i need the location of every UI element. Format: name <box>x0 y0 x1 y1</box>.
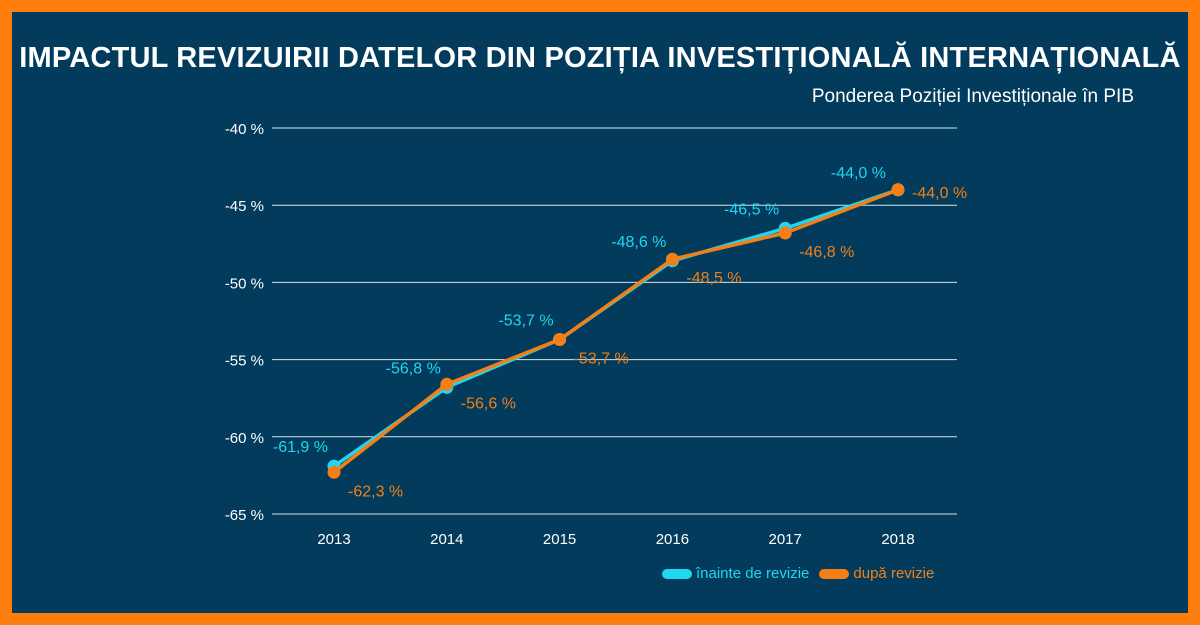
data-label-after: -48,5 % <box>686 270 741 287</box>
y-tick-label: -45 % <box>225 198 264 215</box>
legend-swatch-before <box>662 568 692 579</box>
data-label-after: -44,0 % <box>912 185 967 202</box>
y-tick-label: -40 % <box>225 121 264 138</box>
legend: înainte de revizie după revizie <box>662 565 934 582</box>
chart-title: IMPACTUL REVIZUIRII DATELOR DIN POZIȚIA … <box>19 42 1181 74</box>
series-line-before <box>332 188 900 468</box>
x-tick-label: 2014 <box>430 531 463 548</box>
data-label-before: -56,8 % <box>386 360 441 377</box>
y-tick-label: -65 % <box>225 507 264 524</box>
chart-frame: IMPACTUL REVIZUIRII DATELOR DIN POZIȚIA … <box>12 12 1188 613</box>
x-axis-ticks: 2013 2014 2015 2016 2017 2018 <box>317 531 914 548</box>
x-tick-label: 2013 <box>317 531 350 548</box>
y-tick-label: -50 % <box>225 275 264 292</box>
data-label-after: -56,6 % <box>461 395 516 412</box>
y-tick-label: -60 % <box>225 430 264 447</box>
data-point-after <box>665 252 679 266</box>
legend-item-after[interactable]: după revizie <box>819 565 934 582</box>
data-label-after: -62,3 % <box>348 483 403 500</box>
data-label-before: -44,0 % <box>831 165 886 182</box>
line-chart: -40 %-45 %-50 %-55 %-60 %-65 % 2013 2014 2… <box>225 121 967 548</box>
data-point-after <box>553 333 567 347</box>
x-tick-label: 2015 <box>543 531 576 548</box>
legend-item-before[interactable]: înainte de revizie <box>662 565 809 582</box>
y-tick-label: -55 % <box>225 353 264 370</box>
grid-layer <box>272 127 957 515</box>
data-label-after: -46,8 % <box>799 244 854 261</box>
data-point-after <box>440 377 454 391</box>
chart-subtitle: Ponderea Poziției Investiționale în PIB <box>811 86 1134 107</box>
legend-label-before: înainte de revizie <box>696 565 810 582</box>
legend-label-after: după revizie <box>853 565 935 582</box>
series-layer <box>327 183 905 479</box>
x-tick-label: 2018 <box>881 531 914 548</box>
y-axis-ticks: -40 % -45 % -50 % -55 % -60 % -65 % <box>225 121 264 524</box>
x-tick-label: 2017 <box>769 531 802 548</box>
data-point-after <box>891 183 905 197</box>
data-label-before: -53,7 % <box>498 313 553 330</box>
data-labels: -61,9 % -56,8 % -53,7 % -48,6 % -46,5 % -44,0… <box>273 165 967 501</box>
data-label-before: -46,5 % <box>724 201 779 218</box>
series-line-after <box>332 188 900 475</box>
data-point-after <box>327 465 341 479</box>
data-label-before: -48,6 % <box>611 234 666 251</box>
data-label-after: -53,7 % <box>574 351 629 368</box>
data-label-before: -61,9 % <box>273 439 328 456</box>
x-tick-label: 2016 <box>656 531 689 548</box>
legend-swatch-after <box>819 568 850 579</box>
data-point-after <box>778 226 792 240</box>
